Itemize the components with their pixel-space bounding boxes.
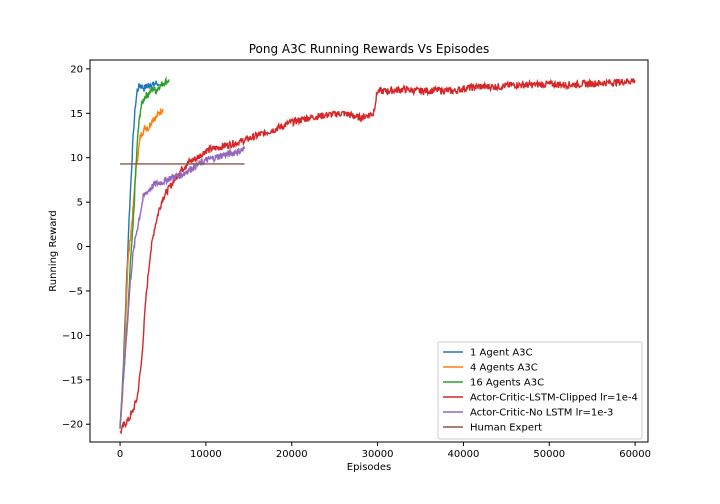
y-tick-label: 5	[77, 198, 83, 209]
x-axis-ticks: 0 10000 20000 30000 40000 50000 60000	[117, 442, 651, 460]
x-tick-label: 50000	[533, 449, 565, 460]
legend-entry: 16 Agents A3C	[470, 378, 544, 389]
legend-entry: Human Expert	[470, 423, 542, 434]
y-tick-label: 10	[70, 153, 83, 164]
x-tick-label: 30000	[362, 449, 394, 460]
y-tick-label: −15	[62, 375, 83, 386]
chart-title: Pong A3C Running Rewards Vs Episodes	[249, 42, 490, 56]
series-line-4	[119, 77, 636, 435]
x-tick-label: 40000	[448, 449, 480, 460]
y-axis-ticks: −20 −15 −10 −5 0 5 10 15 20	[62, 64, 90, 431]
series-layer	[119, 76, 636, 435]
y-tick-label: −5	[68, 286, 83, 297]
y-axis-label: Running Reward	[48, 210, 59, 291]
legend-entry: 4 Agents A3C	[470, 363, 538, 374]
legend-entry: 1 Agent A3C	[470, 348, 533, 359]
legend-entry: Actor-Critic-No LSTM lr=1e-3	[470, 408, 613, 419]
x-tick-label: 20000	[276, 449, 308, 460]
legend: 1 Agent A3C 4 Agents A3C 16 Agents A3C Acto…	[437, 341, 643, 440]
y-tick-label: −20	[62, 420, 83, 431]
x-axis-label: Episodes	[347, 462, 391, 473]
plot-frame	[89, 59, 649, 443]
y-tick-label: 0	[77, 242, 83, 253]
legend-entry: Actor-Critic-LSTM-Clipped lr=1e-4	[470, 393, 638, 404]
y-tick-label: −10	[62, 331, 83, 342]
x-tick-label: 0	[117, 449, 123, 460]
legend-box	[437, 341, 643, 440]
y-tick-label: 15	[70, 109, 83, 120]
x-tick-label: 10000	[190, 449, 222, 460]
y-tick-label: 20	[70, 64, 83, 75]
series-line-5	[119, 145, 246, 425]
series-line-1	[119, 80, 160, 429]
x-tick-label: 60000	[619, 449, 651, 460]
series-line-2	[119, 108, 164, 423]
